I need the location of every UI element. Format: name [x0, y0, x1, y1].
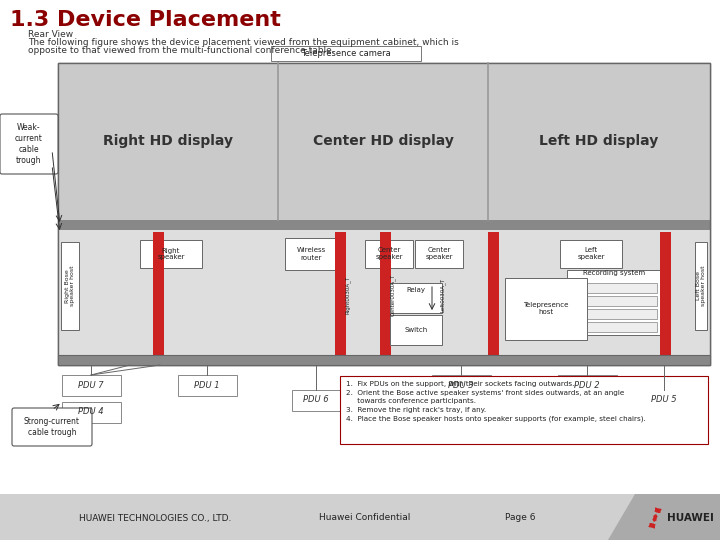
Wedge shape — [654, 514, 658, 522]
Bar — [335, 232, 346, 362]
Text: HUAWEI: HUAWEI — [667, 513, 714, 523]
FancyBboxPatch shape — [61, 402, 120, 422]
Wedge shape — [655, 508, 660, 513]
Text: PDU 5: PDU 5 — [651, 395, 677, 404]
Text: PDU 1: PDU 1 — [194, 381, 220, 389]
Text: Center
speaker: Center speaker — [426, 247, 453, 260]
Text: Recording system: Recording system — [583, 270, 645, 276]
FancyBboxPatch shape — [178, 375, 236, 395]
Bar — [58, 220, 710, 230]
Bar — [58, 355, 710, 365]
Text: PDU 3: PDU 3 — [448, 381, 474, 389]
Bar — [0, 494, 720, 540]
Text: Rear View: Rear View — [28, 30, 73, 39]
Text: Left HD display: Left HD display — [539, 134, 659, 149]
Text: PDU 6: PDU 6 — [303, 395, 329, 404]
Bar — [415, 240, 463, 268]
Text: Wireless
router: Wireless router — [297, 247, 325, 260]
FancyBboxPatch shape — [557, 375, 616, 395]
Bar — [695, 242, 707, 330]
Text: Relay: Relay — [406, 287, 425, 293]
Text: Right Bose
speaker host: Right Bose speaker host — [65, 266, 76, 306]
Bar — [58, 63, 710, 220]
FancyBboxPatch shape — [431, 375, 490, 395]
Bar — [572, 296, 657, 306]
Text: PDU 2: PDU 2 — [574, 381, 600, 389]
Text: Telepresence camera: Telepresence camera — [301, 49, 391, 58]
FancyBboxPatch shape — [12, 408, 92, 446]
Text: Strong-current
cable trough: Strong-current cable trough — [24, 417, 80, 437]
FancyBboxPatch shape — [636, 389, 693, 410]
Bar — [567, 270, 662, 335]
FancyBboxPatch shape — [292, 389, 341, 410]
Bar — [572, 322, 657, 332]
Bar — [572, 283, 657, 293]
Text: Right HD display: Right HD display — [103, 134, 233, 149]
Bar — [560, 240, 622, 268]
Text: Left0030A_T: Left0030A_T — [440, 278, 446, 312]
Bar — [58, 63, 710, 365]
Text: Center0030A_T: Center0030A_T — [390, 274, 396, 316]
Text: PDU 4: PDU 4 — [78, 408, 104, 416]
Bar — [58, 63, 710, 365]
Bar — [365, 240, 413, 268]
Text: Center
speaker: Center speaker — [375, 247, 402, 260]
Bar — [153, 232, 164, 362]
Bar — [390, 315, 442, 345]
Bar — [140, 240, 202, 268]
Text: opposite to that viewed from the multi-functional conference table.: opposite to that viewed from the multi-f… — [28, 46, 335, 55]
Bar — [380, 232, 391, 362]
Wedge shape — [652, 514, 657, 522]
Wedge shape — [654, 509, 662, 513]
Wedge shape — [649, 523, 655, 529]
Text: Page 6: Page 6 — [505, 514, 535, 523]
Text: Center HD display: Center HD display — [312, 134, 454, 149]
Bar — [58, 230, 710, 365]
Text: Huawei Confidential: Huawei Confidential — [319, 514, 410, 523]
Text: HUAWEI TECHNOLOGIES CO., LTD.: HUAWEI TECHNOLOGIES CO., LTD. — [78, 514, 231, 523]
Bar — [505, 278, 587, 340]
FancyBboxPatch shape — [0, 114, 58, 174]
Bar — [340, 376, 708, 444]
Bar — [285, 238, 337, 270]
Text: PDU 7: PDU 7 — [78, 381, 104, 389]
Text: Switch: Switch — [405, 327, 428, 333]
Bar — [488, 232, 499, 362]
Text: 1.  Fix PDUs on the support, with their sockets facing outwards.
2.  Orient the : 1. Fix PDUs on the support, with their s… — [346, 381, 646, 422]
Bar — [660, 232, 671, 362]
Text: Right
speaker: Right speaker — [157, 247, 185, 260]
Text: The following figure shows the device placement viewed from the equipment cabine: The following figure shows the device pl… — [28, 38, 459, 47]
Bar — [58, 355, 710, 365]
Bar — [390, 283, 442, 313]
Text: 1.3 Device Placement: 1.3 Device Placement — [10, 10, 281, 30]
FancyBboxPatch shape — [271, 46, 421, 61]
Text: Telepresence
host: Telepresence host — [523, 302, 569, 315]
Polygon shape — [608, 494, 720, 540]
Wedge shape — [648, 523, 656, 528]
Text: Left Bose
speaker host: Left Bose speaker host — [696, 266, 706, 306]
FancyBboxPatch shape — [61, 375, 120, 395]
Bar — [572, 309, 657, 319]
Text: Left
speaker: Left speaker — [577, 247, 605, 260]
Text: Weak-
current
cable
trough: Weak- current cable trough — [15, 123, 43, 165]
Text: Right0030A_T: Right0030A_T — [345, 276, 351, 314]
Bar — [61, 242, 79, 330]
